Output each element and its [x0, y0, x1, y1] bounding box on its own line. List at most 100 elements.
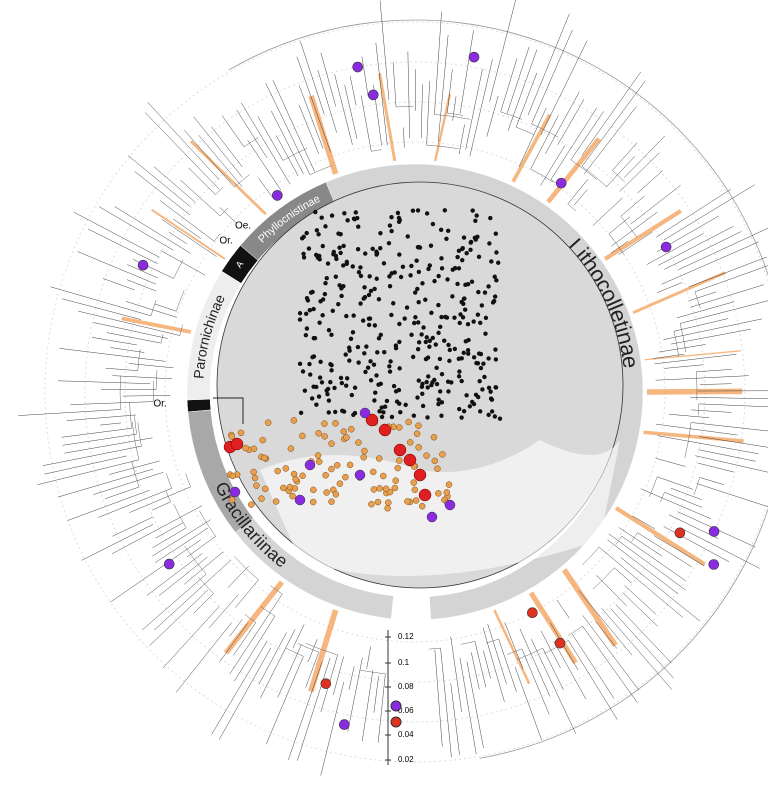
sample-dot [439, 256, 444, 261]
sample-dot [356, 360, 361, 365]
sample-dot [314, 452, 322, 459]
sample-dot [264, 419, 272, 426]
sample-dot [314, 252, 319, 258]
branch [260, 606, 276, 617]
sample-dot [328, 440, 335, 447]
sample-dot [415, 347, 421, 352]
sample-dot [378, 381, 383, 387]
branch [98, 488, 172, 518]
branch [657, 226, 734, 266]
sample-dot [398, 409, 403, 415]
branch [688, 291, 717, 302]
sample-dot [427, 263, 433, 268]
sample-dot [378, 230, 383, 236]
branch [407, 51, 410, 139]
sample-dot [424, 335, 429, 340]
clade-label: A [234, 259, 246, 270]
branch [696, 371, 698, 401]
branch [160, 250, 206, 276]
sample-dot [435, 490, 442, 497]
branch [663, 184, 755, 241]
branch [598, 546, 683, 618]
sample-dot [459, 246, 465, 252]
branch [474, 641, 487, 688]
branch [612, 142, 638, 171]
branch [504, 622, 524, 669]
branch [450, 683, 460, 755]
branch [531, 639, 576, 734]
sample-dot [237, 429, 245, 437]
branch [114, 206, 191, 254]
sample-dot [410, 479, 418, 486]
branch [227, 565, 249, 589]
sample-dot [261, 454, 268, 462]
scale-tick-label: 0.06 [398, 706, 414, 715]
branch [396, 106, 414, 108]
branch [655, 457, 686, 467]
sample-dot [415, 444, 422, 451]
branch [119, 375, 121, 410]
branch [661, 241, 760, 285]
branch [155, 522, 184, 539]
branch [608, 216, 631, 235]
sample-dot [473, 218, 478, 223]
sample-dot [415, 395, 420, 400]
sample-dot [329, 368, 334, 373]
branch [50, 286, 152, 317]
branch [618, 527, 663, 557]
branch [234, 615, 276, 682]
sample-dot [317, 320, 322, 325]
sample-dot [355, 246, 361, 252]
sample-dot [355, 344, 361, 350]
sample-dot [387, 274, 392, 279]
branch [127, 264, 158, 279]
sample-dot [229, 472, 236, 480]
tip-marker [708, 559, 720, 570]
branch [213, 233, 221, 242]
sample-dot [324, 275, 329, 281]
sample-dot [391, 484, 399, 492]
sample-dot [455, 281, 460, 287]
sample-dot [479, 303, 485, 308]
sample-dot [330, 308, 335, 314]
sample-dot [319, 380, 325, 385]
sample-dot [426, 511, 438, 523]
sample-dot [452, 346, 458, 352]
sample-dot [490, 300, 496, 305]
branch [305, 652, 320, 688]
sample-dot [362, 351, 367, 356]
branch [62, 298, 142, 320]
sample-dot [469, 399, 475, 405]
branch [235, 579, 259, 608]
sample-dot [486, 284, 491, 289]
branch [379, 0, 390, 100]
branch [146, 553, 203, 596]
sample-dot [425, 385, 430, 390]
branch [91, 337, 137, 346]
sample-dot [384, 398, 390, 404]
branch [607, 539, 679, 595]
sample-dot [376, 336, 382, 341]
branch [153, 166, 196, 203]
branch [344, 84, 358, 139]
sample-dot [439, 372, 445, 377]
sample-dot [229, 486, 241, 498]
sample-dot [350, 330, 356, 335]
branch [158, 556, 208, 596]
sample-dot [314, 384, 319, 390]
sample-dot [411, 486, 419, 494]
branch [664, 231, 742, 270]
sample-dot [370, 246, 375, 252]
sample-dot [420, 391, 425, 396]
sample-dot [350, 264, 355, 269]
branch [531, 29, 573, 125]
sample-dot [287, 445, 295, 452]
sample-dot [336, 231, 341, 236]
branch [620, 557, 701, 622]
branch [298, 85, 324, 149]
sample-dot [314, 402, 319, 407]
branch [147, 102, 220, 180]
branch [466, 661, 484, 749]
branch [694, 291, 701, 309]
branch [347, 657, 363, 732]
